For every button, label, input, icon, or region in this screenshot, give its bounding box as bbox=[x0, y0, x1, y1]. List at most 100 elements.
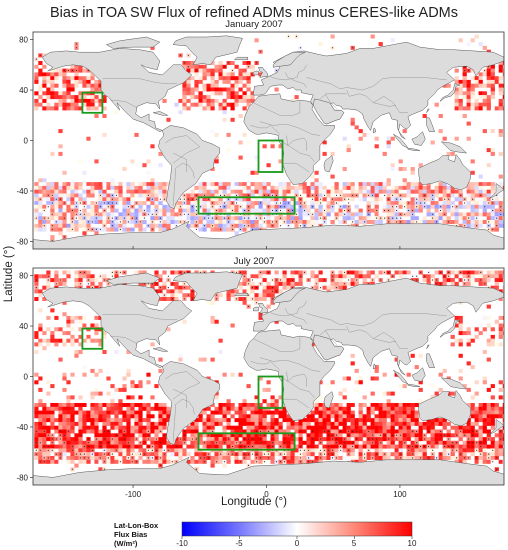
bias-cell bbox=[110, 227, 115, 232]
significance-dot bbox=[267, 194, 270, 196]
significance-dot bbox=[155, 449, 157, 451]
bias-cell bbox=[218, 338, 223, 343]
bias-cell bbox=[502, 440, 504, 445]
bias-cell bbox=[358, 274, 363, 279]
bias-cell bbox=[494, 270, 499, 275]
bias-cell bbox=[114, 440, 119, 445]
bias-cell bbox=[54, 315, 59, 320]
land-philippines bbox=[426, 117, 435, 132]
bias-cell bbox=[454, 102, 459, 107]
bias-cell bbox=[50, 308, 55, 313]
bias-cell bbox=[46, 410, 51, 415]
bias-cell bbox=[226, 95, 231, 100]
bias-cell bbox=[310, 425, 315, 430]
bias-cell bbox=[410, 410, 415, 415]
bias-cell bbox=[130, 403, 135, 407]
bias-cell bbox=[122, 223, 127, 228]
bias-cell bbox=[294, 185, 299, 190]
bias-cell bbox=[154, 216, 159, 221]
bias-cell bbox=[502, 289, 504, 294]
bias-cell bbox=[98, 429, 103, 434]
bias-cell bbox=[254, 293, 259, 298]
bias-cell bbox=[414, 452, 419, 457]
bias-cell bbox=[102, 418, 107, 423]
bias-cell bbox=[374, 136, 379, 141]
bias-cell bbox=[306, 421, 311, 426]
bias-cell bbox=[414, 182, 419, 187]
bias-cell bbox=[470, 83, 475, 88]
bias-cell bbox=[386, 144, 391, 149]
bias-cell bbox=[78, 220, 83, 224]
significance-dot bbox=[147, 430, 149, 432]
significance-dot bbox=[452, 449, 454, 451]
significance-dot bbox=[327, 430, 330, 432]
bias-cell bbox=[214, 452, 219, 457]
bias-cell bbox=[486, 106, 491, 111]
significance-dot bbox=[135, 217, 137, 219]
bias-cell bbox=[266, 387, 271, 392]
bias-cell bbox=[186, 98, 191, 103]
bias-cell bbox=[342, 376, 347, 381]
significance-dot bbox=[488, 202, 490, 204]
significance-dot bbox=[43, 209, 45, 212]
bias-cell bbox=[126, 418, 131, 423]
bias-cell bbox=[98, 342, 103, 347]
significance-dot bbox=[352, 47, 354, 49]
bias-cell bbox=[474, 421, 479, 426]
bias-cell bbox=[354, 459, 359, 464]
bias-cell bbox=[338, 433, 343, 438]
significance-dot bbox=[147, 434, 149, 436]
significance-dot bbox=[39, 442, 41, 444]
bias-cell bbox=[202, 95, 207, 100]
bias-cell bbox=[122, 452, 127, 457]
bias-cell bbox=[250, 440, 255, 445]
bias-cell bbox=[34, 281, 39, 286]
bias-cell bbox=[126, 414, 131, 419]
y-tick-label: 80 bbox=[19, 272, 28, 281]
bias-cell bbox=[282, 437, 287, 442]
significance-dot bbox=[388, 279, 390, 281]
significance-dot bbox=[127, 213, 129, 215]
bias-cell bbox=[222, 403, 227, 407]
bias-cell bbox=[406, 456, 411, 460]
bias-cell bbox=[354, 387, 359, 392]
bias-cell bbox=[298, 182, 303, 187]
bias-cell bbox=[494, 76, 499, 81]
bias-cell bbox=[274, 425, 279, 430]
significance-dot bbox=[299, 198, 302, 200]
bias-cell bbox=[390, 185, 395, 190]
significance-dot bbox=[99, 445, 101, 448]
bias-cell bbox=[490, 278, 495, 283]
bias-cell bbox=[274, 319, 279, 324]
bias-cell bbox=[390, 421, 395, 426]
bias-cell bbox=[46, 76, 51, 81]
bias-cell bbox=[342, 274, 347, 279]
bias-cell bbox=[250, 418, 255, 423]
bias-cell bbox=[390, 418, 395, 423]
bias-cell bbox=[122, 227, 127, 232]
bias-cell bbox=[86, 102, 91, 107]
bias-cell bbox=[274, 421, 279, 426]
colorbar-title-line: Lat-Lon-Box bbox=[114, 521, 159, 530]
significance-dot bbox=[400, 453, 402, 455]
bias-cell bbox=[306, 418, 311, 423]
bias-cell bbox=[410, 201, 415, 206]
significance-dot bbox=[91, 287, 93, 289]
significance-dot bbox=[488, 225, 490, 227]
bias-cell bbox=[502, 331, 504, 336]
bias-cell bbox=[230, 61, 235, 65]
bias-cell bbox=[106, 376, 111, 381]
bias-cell bbox=[302, 197, 307, 202]
bias-cell bbox=[314, 170, 319, 175]
bias-cell bbox=[466, 95, 471, 100]
significance-dot bbox=[39, 54, 41, 56]
bias-cell bbox=[190, 444, 195, 449]
bias-cell bbox=[274, 452, 279, 457]
bias-cell bbox=[86, 182, 91, 187]
bias-cell bbox=[362, 429, 367, 434]
bias-cell bbox=[54, 403, 59, 407]
bias-cell bbox=[502, 95, 504, 100]
bias-cell bbox=[402, 185, 407, 190]
bias-cell bbox=[74, 208, 79, 213]
bias-cell bbox=[366, 440, 371, 445]
